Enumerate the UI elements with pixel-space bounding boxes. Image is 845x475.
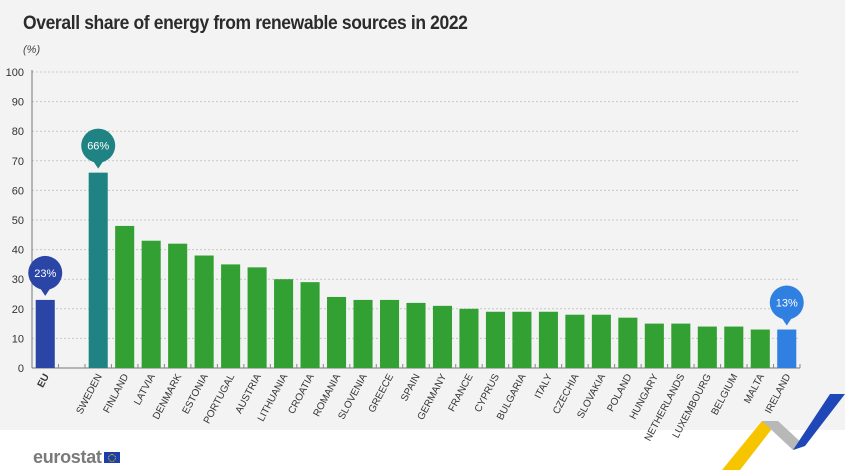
chart-title: Overall share of energy from renewable s… — [23, 13, 468, 34]
data-label: 23% — [34, 268, 56, 280]
bar-bulgaria — [512, 311, 532, 368]
y-tick-label: 0 — [18, 363, 24, 375]
y-tick-label: 20 — [12, 304, 24, 316]
bar-netherlands — [671, 323, 691, 368]
bar-belgium — [724, 326, 744, 368]
ribbon-stripe — [762, 421, 805, 450]
bar-germany — [432, 305, 453, 368]
bar-portugal — [221, 264, 241, 368]
y-tick-label: 30 — [12, 274, 24, 286]
y-tick-label: 80 — [12, 126, 24, 138]
x-tick-label: LATVIA — [132, 372, 158, 407]
bar-ireland — [777, 329, 797, 368]
bar-slovenia — [353, 299, 373, 368]
bar-austria — [247, 267, 267, 368]
x-tick-label: CROATIA — [286, 372, 316, 416]
data-label: 66% — [87, 141, 109, 153]
x-tick-label: EU — [36, 372, 52, 389]
eurostat-logo: eurostat — [33, 447, 120, 468]
bar-latvia — [141, 240, 161, 368]
y-tick-label: 10 — [12, 333, 24, 345]
bar-italy — [538, 311, 558, 368]
bar-greece — [379, 299, 400, 368]
x-tick-label: CZECHIA — [551, 372, 581, 416]
x-tick-label: AUSTRIA — [234, 372, 264, 416]
bar-czechia — [565, 314, 585, 368]
bar-slovakia — [591, 314, 611, 368]
data-label: 13% — [776, 298, 798, 310]
x-tick-label: BELGIUM — [710, 372, 741, 417]
bar-sweden — [88, 172, 108, 368]
x-tick-label: POLAND — [605, 372, 634, 413]
bar-estonia — [194, 255, 214, 368]
bar-luxembourg — [697, 326, 717, 368]
y-tick-label: 50 — [12, 215, 24, 227]
ribbon-stripe — [793, 394, 845, 450]
bar-finland — [115, 225, 135, 368]
x-tick-label: IRELAND — [763, 372, 793, 415]
ribbon-stripe — [722, 421, 778, 470]
x-tick-label: SPAIN — [399, 372, 422, 403]
eu-flag-icon — [103, 452, 120, 463]
x-tick-label: ITALY — [533, 372, 555, 401]
y-axis-unit: (%) — [23, 44, 41, 56]
x-tick-label: GREECE — [367, 372, 397, 415]
y-tick-label: 70 — [12, 156, 24, 168]
x-tick-label: FINLAND — [102, 372, 132, 415]
bar-spain — [406, 302, 426, 368]
y-tick-label: 60 — [12, 185, 24, 197]
bar-eu — [35, 299, 55, 368]
x-tick-label: ESTONIA — [181, 372, 211, 416]
bar-cyprus — [485, 311, 505, 368]
y-tick-label: 100 — [6, 67, 24, 79]
callout-bubble — [769, 285, 804, 320]
callout-bubble — [28, 255, 63, 290]
bar-denmark — [168, 243, 188, 368]
x-tick-label: FRANCE — [447, 372, 476, 414]
eurostat-wordmark: eurostat — [33, 447, 102, 467]
bar-malta — [750, 329, 770, 368]
bar-hungary — [644, 323, 664, 368]
bar-croatia — [300, 282, 320, 368]
callout-bubble — [81, 128, 116, 163]
decorative-ribbon-icon — [722, 394, 845, 470]
y-tick-label: 40 — [12, 245, 24, 257]
bar-lithuania — [274, 279, 294, 368]
bar-romania — [327, 296, 347, 368]
y-tick-label: 90 — [12, 97, 24, 109]
bar-france — [459, 308, 479, 368]
x-tick-label: SWEDEN — [75, 372, 105, 416]
x-tick-label: MALTA — [742, 372, 767, 406]
x-tick-label: CYPRUS — [473, 372, 502, 414]
bar-poland — [618, 317, 638, 368]
